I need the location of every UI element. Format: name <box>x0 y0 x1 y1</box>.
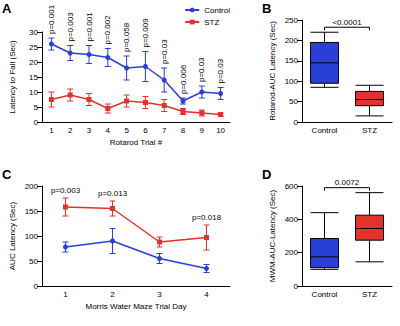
svg-text:A: A <box>2 1 12 16</box>
svg-text:p=0.058: p=0.058 <box>122 22 131 52</box>
svg-text:5: 5 <box>34 103 39 112</box>
svg-text:100: 100 <box>285 77 299 86</box>
svg-text:C: C <box>2 167 12 182</box>
svg-text:p=0.009: p=0.009 <box>141 18 150 48</box>
svg-text:Latency to Fall (Sec): Latency to Fall (Sec) <box>8 40 17 114</box>
svg-text:200: 200 <box>285 248 299 257</box>
svg-text:3: 3 <box>87 126 92 135</box>
svg-text:Control: Control <box>312 126 338 135</box>
svg-text:p=0.03: p=0.03 <box>216 58 225 83</box>
svg-text:p=0.001: p=0.001 <box>47 4 56 34</box>
svg-text:30: 30 <box>29 28 38 37</box>
svg-text:Control: Control <box>312 290 338 299</box>
svg-text:2: 2 <box>68 126 73 135</box>
svg-text:AUC Latency (Sec): AUC Latency (Sec) <box>8 201 17 270</box>
svg-text:200: 200 <box>285 36 299 45</box>
svg-text:STZ: STZ <box>362 290 377 299</box>
svg-text:8: 8 <box>181 126 186 135</box>
svg-text:4: 4 <box>106 126 111 135</box>
svg-text:50: 50 <box>289 97 298 106</box>
svg-text:9: 9 <box>200 126 205 135</box>
svg-text:MWM-AUC-Latency (Sec): MWM-AUC-Latency (Sec) <box>268 189 277 282</box>
svg-text:p=0.013: p=0.013 <box>98 189 128 198</box>
svg-text:1: 1 <box>49 126 54 135</box>
svg-text:250: 250 <box>285 16 299 25</box>
svg-text:6: 6 <box>143 126 148 135</box>
svg-text:p=0.001: p=0.001 <box>85 12 94 42</box>
svg-text:4: 4 <box>204 290 209 299</box>
svg-text:Rotarod-AUC Latency (Sec): Rotarod-AUC Latency (Sec) <box>268 21 277 121</box>
svg-text:p=0.003: p=0.003 <box>66 12 75 42</box>
svg-text:p=0.03: p=0.03 <box>160 39 169 64</box>
svg-text:1: 1 <box>63 290 68 299</box>
svg-text:p=0.002: p=0.002 <box>103 15 112 45</box>
svg-text:100: 100 <box>25 232 39 241</box>
svg-text:600: 600 <box>285 182 299 191</box>
svg-text:10: 10 <box>216 126 225 135</box>
svg-text:Morris Water Maze Trial Day: Morris Water Maze Trial Day <box>85 302 186 311</box>
svg-text:50: 50 <box>29 257 38 266</box>
svg-text:10: 10 <box>29 88 38 97</box>
svg-text:<0.0001: <0.0001 <box>332 18 362 27</box>
svg-text:D: D <box>262 167 271 182</box>
svg-text:STZ: STZ <box>204 18 219 27</box>
svg-text:400: 400 <box>285 215 299 224</box>
svg-text:25: 25 <box>29 43 38 52</box>
svg-text:200: 200 <box>25 182 39 191</box>
svg-text:B: B <box>262 1 271 16</box>
svg-text:0: 0 <box>294 282 299 291</box>
svg-text:Control: Control <box>204 6 230 15</box>
svg-text:0.0072: 0.0072 <box>335 178 360 187</box>
svg-text:0: 0 <box>34 118 39 127</box>
svg-text:0: 0 <box>34 282 39 291</box>
svg-text:2: 2 <box>110 290 115 299</box>
svg-text:20: 20 <box>29 58 38 67</box>
svg-text:3: 3 <box>157 290 162 299</box>
svg-text:Rotarod Trial #: Rotarod Trial # <box>110 138 163 147</box>
svg-text:p=0.003: p=0.003 <box>51 186 81 195</box>
svg-text:STZ: STZ <box>362 126 377 135</box>
svg-text:15: 15 <box>29 73 38 82</box>
svg-text:p=0.03: p=0.03 <box>197 57 206 82</box>
svg-text:150: 150 <box>25 207 39 216</box>
svg-text:5: 5 <box>124 126 129 135</box>
svg-text:p=0.018: p=0.018 <box>192 213 222 222</box>
svg-text:0: 0 <box>294 118 299 127</box>
svg-text:p=0.006: p=0.006 <box>179 64 188 94</box>
svg-text:7: 7 <box>162 126 167 135</box>
svg-text:150: 150 <box>285 56 299 65</box>
